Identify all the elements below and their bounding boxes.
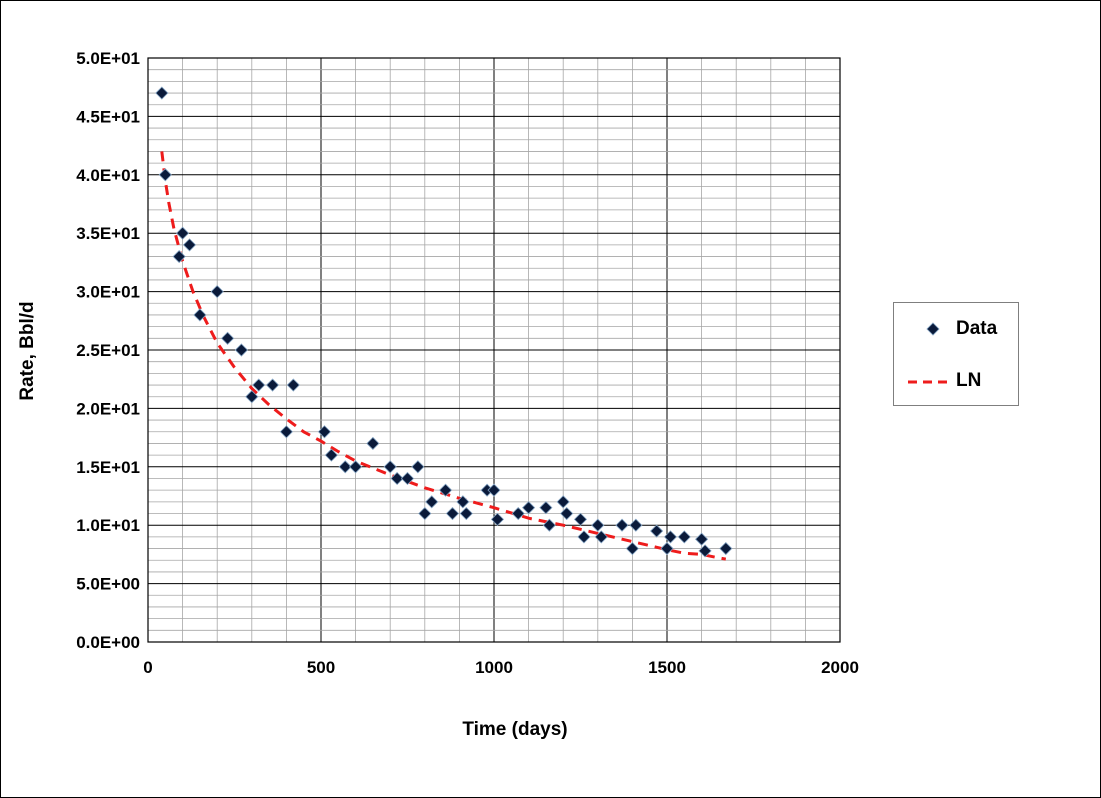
data-point (560, 506, 574, 521)
data-point (650, 524, 664, 538)
y-tick-label: 5.0E+00 (76, 575, 140, 594)
y-tick-label: 5.0E+01 (76, 49, 140, 68)
data-point (445, 506, 460, 521)
data-point (539, 501, 553, 515)
y-tick-label: 2.5E+01 (76, 341, 140, 360)
data-point (573, 512, 588, 526)
legend-label-ln: LN (956, 370, 982, 391)
data-point (459, 506, 473, 521)
data-point (418, 506, 432, 521)
data-markers (155, 86, 733, 558)
data-point (158, 168, 172, 182)
data-point (629, 518, 643, 532)
data-point (425, 495, 439, 509)
data-point (245, 390, 259, 404)
data-point (366, 436, 380, 451)
data-point (542, 518, 556, 532)
data-point (625, 541, 639, 556)
data-point (279, 425, 293, 439)
data-point (660, 541, 674, 556)
data-point (317, 425, 332, 439)
data-point (338, 460, 352, 474)
data-point (252, 378, 266, 392)
x-tick-label: 500 (307, 658, 335, 677)
data-point (400, 471, 415, 486)
data-point (176, 226, 190, 240)
dashed-line-icon (908, 380, 950, 384)
data-point (594, 530, 608, 544)
data-point (577, 530, 591, 544)
x-axis-title: Time (days) (462, 719, 567, 740)
data-point (438, 483, 453, 497)
plot-border (147, 57, 841, 643)
y-tick-label: 1.0E+01 (76, 516, 140, 535)
fit-line-layer (160, 151, 727, 561)
data-point (615, 518, 629, 532)
y-tick-label: 4.5E+01 (76, 107, 140, 126)
data-point (511, 506, 525, 521)
data-point (182, 238, 197, 252)
x-tick-label: 0 (143, 658, 152, 677)
data-point (324, 448, 338, 462)
data-point (591, 518, 605, 532)
y-axis-title: Rate, Bbl/d (17, 301, 38, 400)
data-point (234, 343, 248, 357)
diamond-marker-icon (926, 322, 940, 336)
data-point (390, 471, 404, 486)
data-point (221, 331, 235, 345)
data-point (383, 460, 397, 474)
tick-labels: 0.0E+00 5.0E+00 1.0E+01 1.5E+01 2.0E+01 2.5E+… (76, 49, 859, 677)
legend: Data LN (893, 302, 1019, 406)
data-point (349, 460, 363, 474)
x-tick-label: 1000 (475, 658, 513, 677)
legend-label-data: Data (956, 318, 998, 339)
data-point (487, 483, 501, 497)
legend-item-ln: LN (894, 366, 1018, 396)
data-point (556, 495, 570, 509)
data-point (172, 249, 186, 264)
data-point (265, 378, 280, 392)
data-point (193, 308, 207, 322)
data-point (677, 530, 691, 544)
y-tick-label: 0.0E+00 (76, 633, 140, 652)
data-point (695, 532, 709, 546)
y-tick-label: 3.5E+01 (76, 224, 140, 243)
x-tick-label: 1500 (648, 658, 686, 677)
y-tick-label: 2.0E+01 (76, 399, 140, 418)
data-point (719, 541, 733, 556)
grid-layer (147, 57, 841, 643)
x-tick-label: 2000 (821, 658, 859, 677)
data-point (286, 378, 300, 392)
ln-fit-line (160, 151, 727, 561)
legend-item-data: Data (894, 314, 1018, 344)
data-point (698, 544, 712, 558)
data-point (210, 285, 224, 299)
data-point (522, 501, 536, 515)
data-point (456, 495, 470, 509)
y-tick-label: 3.0E+01 (76, 283, 140, 302)
data-point (411, 460, 425, 474)
data-point (155, 86, 169, 100)
data-point (490, 512, 505, 526)
y-tick-label: 1.5E+01 (76, 458, 140, 477)
y-tick-label: 4.0E+01 (76, 166, 140, 185)
data-point (663, 530, 678, 544)
